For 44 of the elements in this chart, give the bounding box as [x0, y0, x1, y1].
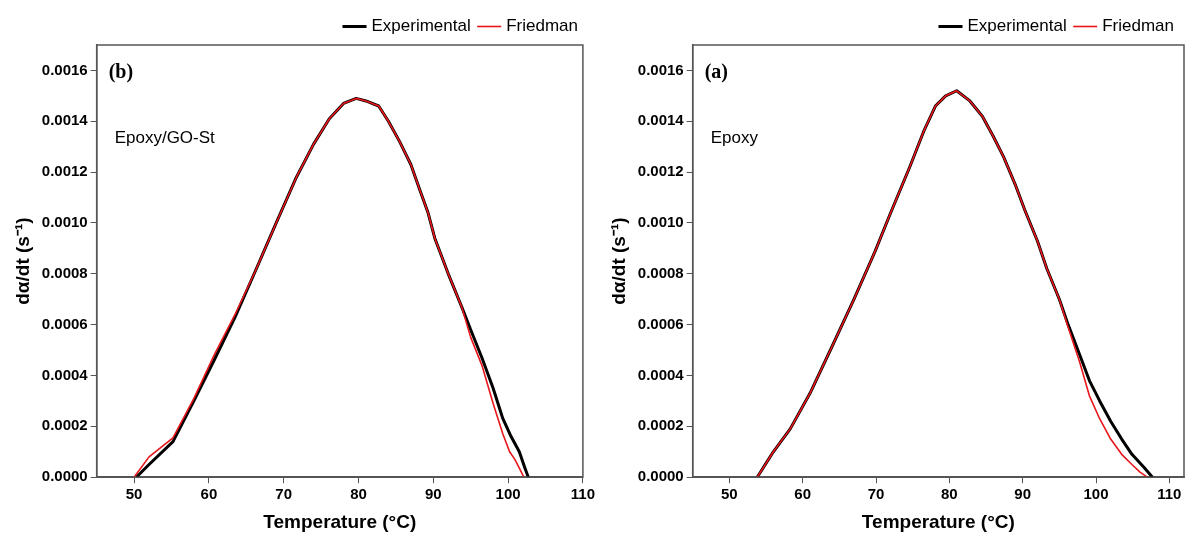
x-tick-label: 100 [1083, 485, 1109, 503]
y-tick-label: 0.0000 [637, 467, 684, 485]
y-tick-label: 0.0008 [41, 263, 88, 281]
x-tick-label: 90 [1014, 485, 1032, 503]
annotation: (b) [108, 60, 134, 84]
annotation: Epoxy/GO-St [114, 128, 216, 148]
y-tick-label: 0.0014 [637, 111, 685, 129]
y-tick-label: 0.0010 [637, 213, 684, 231]
y-tick-label: 0.0006 [637, 314, 684, 332]
x-axis-title: Temperature (°C) [861, 510, 1015, 532]
legend-label: Friedman [506, 16, 579, 36]
y-tick-label: 0.0004 [41, 365, 89, 383]
x-tick-label: 90 [424, 485, 442, 503]
x-tick-label: 60 [200, 485, 218, 503]
y-axis-title: dα/dt (s⁻¹) [11, 217, 33, 305]
y-tick-label: 0.0002 [41, 416, 88, 434]
y-tick-label: 0.0000 [41, 467, 88, 485]
y-tick-label: 0.0016 [637, 60, 684, 78]
y-tick-label: 0.0010 [41, 213, 88, 231]
legend-label: Experimental [371, 16, 471, 36]
x-tick-label: 50 [721, 485, 738, 503]
x-tick-label: 60 [794, 485, 812, 503]
x-tick-label: 110 [570, 485, 595, 503]
x-tick-label: 80 [350, 485, 367, 503]
y-tick-label: 0.0004 [637, 365, 685, 383]
y-tick-label: 0.0012 [41, 162, 88, 180]
x-tick-label: 70 [867, 485, 885, 503]
annotation: (a) [704, 60, 729, 84]
y-tick-label: 0.0008 [637, 263, 684, 281]
x-tick-label: 110 [1157, 485, 1182, 503]
legend-label: Experimental [967, 16, 1067, 36]
y-axis-title: dα/dt (s⁻¹) [607, 217, 629, 305]
y-tick-label: 0.0016 [41, 60, 88, 78]
x-tick-label: 80 [941, 485, 958, 503]
x-tick-label: 50 [125, 485, 143, 503]
x-tick-label: 100 [495, 485, 521, 503]
annotation: Epoxy [710, 128, 759, 148]
y-tick-label: 0.0002 [637, 416, 684, 434]
y-tick-label: 0.0006 [41, 314, 88, 332]
y-tick-label: 0.0012 [637, 162, 684, 180]
y-tick-label: 0.0014 [41, 111, 89, 129]
legend-label: Friedman [1102, 16, 1175, 36]
x-tick-label: 70 [275, 485, 293, 503]
x-axis-title: Temperature (°C) [263, 510, 417, 532]
